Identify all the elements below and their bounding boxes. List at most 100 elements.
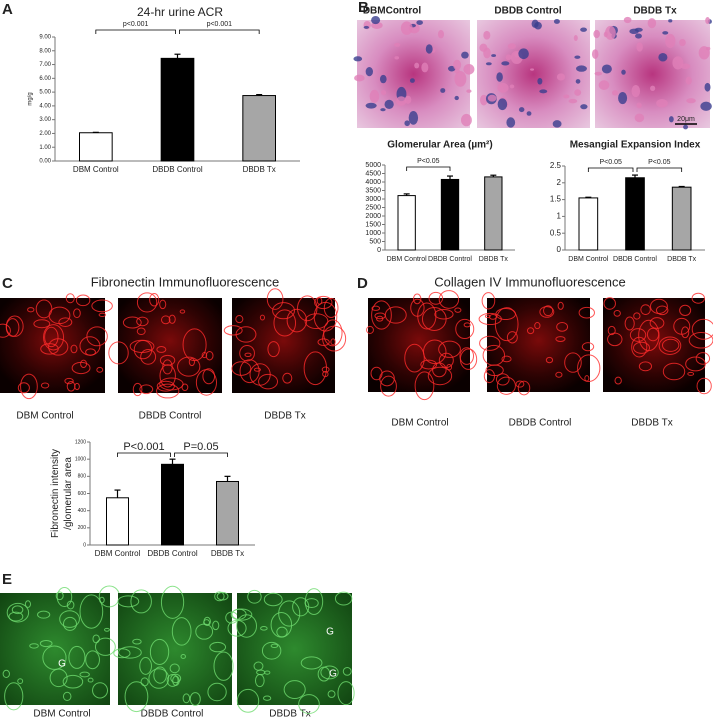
panel-label: D bbox=[357, 275, 368, 292]
tissue-detail bbox=[534, 322, 541, 330]
tissue-detail bbox=[188, 357, 195, 367]
region-label: G bbox=[329, 669, 337, 680]
tissue-detail bbox=[283, 680, 306, 700]
tissue-detail bbox=[96, 366, 104, 373]
y-tick-label: 0 bbox=[377, 247, 381, 254]
tissue-detail bbox=[438, 290, 460, 309]
tissue-detail bbox=[685, 76, 692, 85]
micrograph bbox=[237, 593, 352, 705]
tissue-detail bbox=[297, 295, 318, 322]
region-label: G bbox=[58, 659, 66, 670]
panel-title: Collagen IV Immunofluorescence bbox=[434, 274, 626, 289]
tissue-detail bbox=[160, 585, 185, 619]
tissue-detail bbox=[170, 673, 182, 684]
y-tick-label: 5.00 bbox=[39, 90, 51, 96]
tissue-detail bbox=[631, 336, 648, 358]
tissue-detail bbox=[495, 373, 510, 386]
tissue-detail bbox=[11, 605, 24, 615]
y-tick-label: 1000 bbox=[365, 230, 381, 237]
tissue-detail bbox=[591, 49, 599, 59]
tissue-detail bbox=[4, 682, 24, 711]
tissue-detail bbox=[681, 326, 690, 339]
tissue-detail bbox=[646, 327, 660, 342]
tissue-detail bbox=[459, 347, 475, 365]
tissue-detail bbox=[463, 322, 471, 328]
tissue-detail bbox=[172, 675, 180, 686]
tissue-detail bbox=[371, 300, 392, 330]
image-caption: DBDB Tx bbox=[631, 418, 673, 429]
tissue-detail bbox=[603, 297, 616, 310]
tissue-detail bbox=[454, 307, 462, 313]
tissue-detail bbox=[655, 305, 669, 316]
tissue-detail bbox=[44, 326, 59, 348]
tissue-detail bbox=[691, 318, 713, 340]
tissue-detail bbox=[621, 69, 626, 75]
tissue-detail bbox=[428, 291, 444, 305]
tissue-detail bbox=[92, 682, 109, 699]
tissue-detail bbox=[668, 19, 673, 23]
tissue-detail bbox=[545, 356, 554, 364]
tissue-detail bbox=[412, 293, 422, 305]
tissue-detail bbox=[365, 102, 377, 109]
tissue-detail bbox=[91, 299, 113, 313]
bar bbox=[216, 480, 239, 546]
y-tick-label: 600 bbox=[78, 491, 87, 497]
tissue-detail bbox=[526, 111, 532, 116]
tissue-detail bbox=[314, 295, 333, 310]
tissue-detail bbox=[623, 16, 632, 24]
significance-bracket bbox=[179, 29, 260, 34]
tissue-detail bbox=[70, 344, 78, 354]
tissue-detail bbox=[55, 591, 64, 601]
tissue-detail bbox=[300, 656, 323, 670]
tissue-detail bbox=[649, 298, 668, 314]
tissue-detail bbox=[59, 610, 80, 628]
y-tick-label: 9.00 bbox=[39, 35, 51, 41]
tissue-detail bbox=[661, 338, 680, 352]
tissue-detail bbox=[98, 312, 107, 318]
tissue-detail bbox=[272, 302, 295, 320]
tissue-detail bbox=[404, 343, 425, 373]
tissue-detail bbox=[74, 382, 80, 391]
image-caption: DBDB Tx bbox=[269, 709, 311, 720]
y-tick-label: 800 bbox=[78, 474, 87, 480]
tissue-detail bbox=[534, 21, 542, 30]
tissue-detail bbox=[496, 376, 516, 395]
y-tick-label: 2.00 bbox=[39, 131, 51, 137]
y-tick-label: 3.00 bbox=[39, 117, 51, 123]
tissue-detail bbox=[501, 355, 512, 363]
y-tick-label: 2.5 bbox=[550, 161, 562, 170]
tissue-detail bbox=[650, 85, 656, 91]
tissue-detail bbox=[556, 73, 566, 81]
significance-bracket bbox=[174, 452, 228, 457]
tissue-detail bbox=[253, 367, 261, 372]
tissue-detail bbox=[168, 314, 176, 324]
bar bbox=[578, 197, 599, 251]
y-tick-label: 1200 bbox=[75, 439, 86, 445]
tissue-detail bbox=[27, 307, 35, 313]
tissue-detail bbox=[130, 589, 152, 614]
tissue-detail bbox=[322, 370, 329, 378]
tissue-detail bbox=[149, 638, 170, 666]
tissue-detail bbox=[696, 377, 712, 395]
image-caption: DBM Control bbox=[16, 411, 73, 422]
tissue-detail bbox=[209, 641, 227, 653]
bar bbox=[160, 57, 195, 162]
y-tick-label: 3500 bbox=[365, 187, 381, 194]
tissue-detail bbox=[453, 59, 462, 71]
tissue-detail bbox=[244, 352, 252, 358]
image-caption: DBDB Control bbox=[509, 418, 572, 429]
tissue-detail bbox=[180, 653, 186, 659]
y-axis-label: mg/g bbox=[28, 92, 34, 105]
tissue-detail bbox=[518, 107, 525, 113]
tissue-detail bbox=[580, 27, 587, 32]
tissue-detail bbox=[39, 639, 53, 648]
tissue-detail bbox=[700, 101, 712, 111]
region-label: G bbox=[326, 627, 334, 638]
significance-label: P=0.05 bbox=[183, 441, 218, 453]
tissue-detail bbox=[214, 591, 225, 602]
tissue-detail bbox=[640, 304, 651, 316]
tissue-detail bbox=[611, 90, 619, 96]
y-tick-label: 1.00 bbox=[39, 145, 51, 151]
tissue-detail bbox=[122, 316, 142, 329]
bar bbox=[397, 195, 416, 251]
